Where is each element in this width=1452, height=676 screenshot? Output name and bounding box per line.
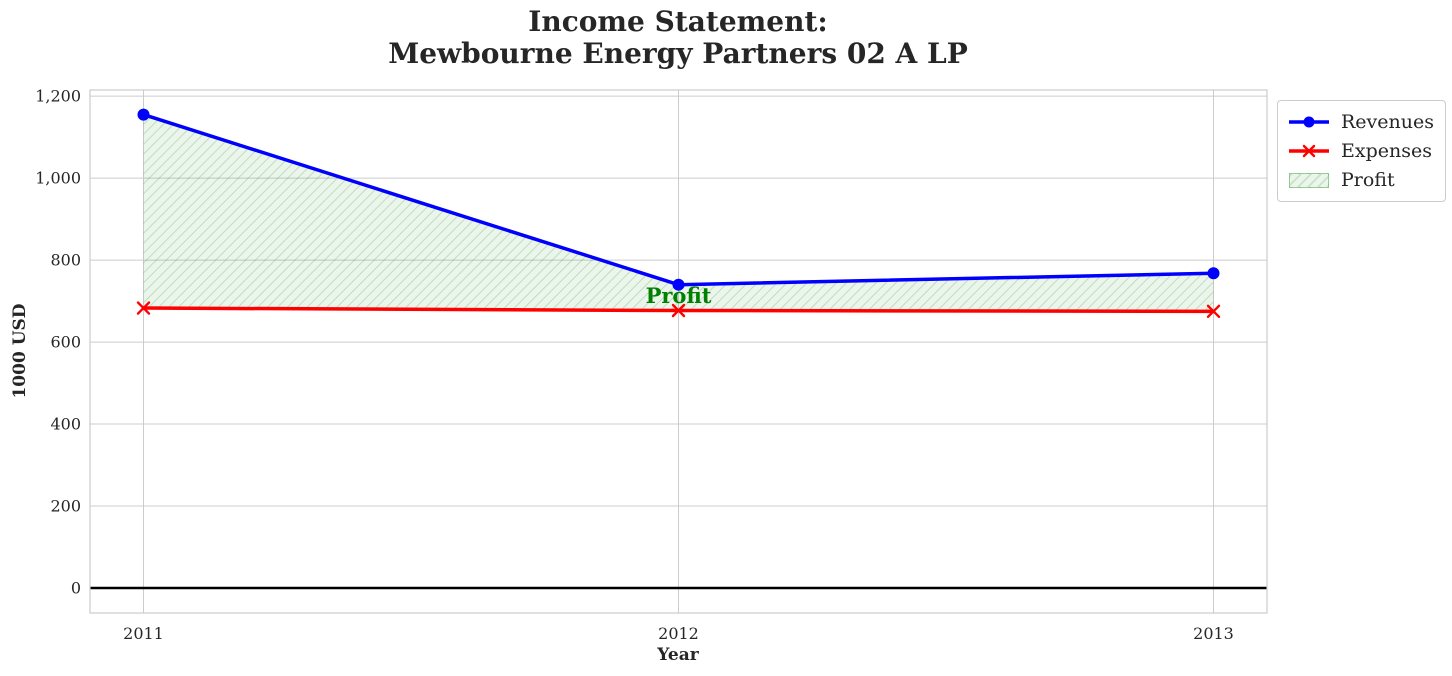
legend-item-expenses: Expenses (1287, 137, 1434, 165)
legend-label-revenues: Revenues (1341, 111, 1434, 133)
expenses-marker-2011 (136, 301, 151, 315)
x-axis-label: Year (657, 645, 699, 665)
y-axis-label: 1000 USD (10, 303, 30, 399)
chart-title: Income Statement: Mewbourne Energy Partn… (388, 6, 968, 70)
ytick-label-600: 600 (50, 333, 81, 352)
ytick-label-1000: 1,000 (35, 169, 81, 188)
xtick-label-2012: 2012 (658, 624, 699, 643)
legend-label-expenses: Expenses (1341, 140, 1432, 162)
ytick-label-0: 0 (71, 578, 81, 597)
expenses-marker-2012 (671, 303, 686, 318)
xtick-label-2011: 2011 (123, 624, 164, 643)
plot-border (89, 89, 1268, 614)
profit-area (143, 114, 1214, 312)
expenses-marker-2013 (1206, 304, 1221, 319)
ytick-label-1200: 1,200 (35, 87, 81, 106)
ytick-label-800: 800 (50, 251, 81, 270)
expenses-legend-glyph (1289, 144, 1329, 158)
revenues-marker-2013 (1207, 267, 1220, 280)
legend-swatch-profit (1287, 170, 1331, 190)
ytick-label-400: 400 (50, 415, 81, 434)
legend-item-profit: Profit (1287, 166, 1434, 194)
profit-hatch-patch (1289, 172, 1329, 188)
revenues-marker-2011 (137, 108, 150, 121)
xtick-label-2013: 2013 (1193, 624, 1234, 643)
legend: Revenues Expenses Profit (1277, 100, 1446, 202)
legend-item-revenues: Revenues (1287, 108, 1434, 136)
legend-swatch-expenses (1287, 141, 1331, 161)
chart-title-line2: Mewbourne Energy Partners 02 A LP (388, 36, 968, 70)
revenues-legend-glyph (1289, 116, 1329, 128)
revenues-marker-2012 (672, 278, 685, 291)
legend-label-profit: Profit (1341, 169, 1395, 191)
ytick-label-200: 200 (50, 497, 81, 516)
chart-title-line1: Income Statement: (528, 5, 828, 38)
profit-annotation: Profit (646, 283, 712, 308)
legend-swatch-revenues (1287, 112, 1331, 132)
